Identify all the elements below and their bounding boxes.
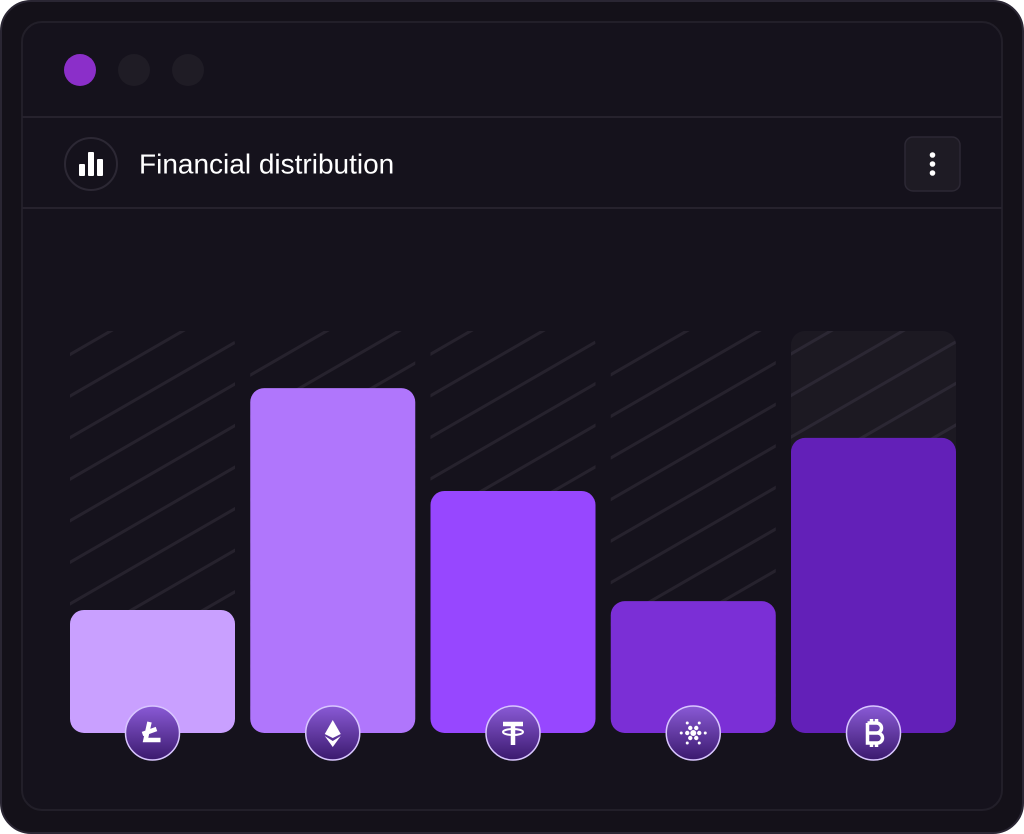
coin-symbol: [324, 720, 341, 738]
coin-badge: [124, 705, 181, 761]
bar: [70, 609, 235, 733]
coin-symbol: [697, 730, 702, 736]
coin-symbol: [697, 741, 701, 745]
coin-symbol: [141, 721, 161, 743]
bar: [430, 490, 596, 733]
bar: [791, 437, 956, 733]
window-dot[interactable]: [172, 54, 204, 86]
window-dot[interactable]: [64, 54, 96, 86]
coin-symbol: [688, 735, 693, 741]
coin-symbol: [685, 730, 690, 736]
coin-icon: [305, 705, 361, 761]
coin-symbol: [694, 735, 699, 741]
window-dot[interactable]: [118, 54, 150, 86]
coin-symbol: [685, 741, 689, 745]
chart-title: Financial distribution: [139, 148, 394, 179]
coin-icon: [845, 705, 902, 761]
coin-icon: [665, 705, 721, 761]
coin-symbol: [688, 725, 693, 731]
coin-symbol: [697, 721, 701, 725]
chart-icon-bars: [79, 152, 103, 176]
coin-symbol: [685, 721, 689, 725]
coin-symbol: [502, 728, 524, 736]
coin-symbol: [324, 736, 341, 747]
coin-icon: [485, 705, 541, 761]
coin-symbol: [690, 730, 697, 736]
coin-symbol: [679, 731, 683, 735]
bar: [250, 388, 416, 733]
coin-icon: [124, 705, 181, 761]
menu-dots: [929, 152, 936, 176]
bar: [610, 601, 776, 733]
coin-symbol: [703, 731, 707, 735]
coin-symbol: [694, 725, 699, 731]
plot: [70, 331, 956, 761]
coin-symbol: [865, 719, 885, 747]
